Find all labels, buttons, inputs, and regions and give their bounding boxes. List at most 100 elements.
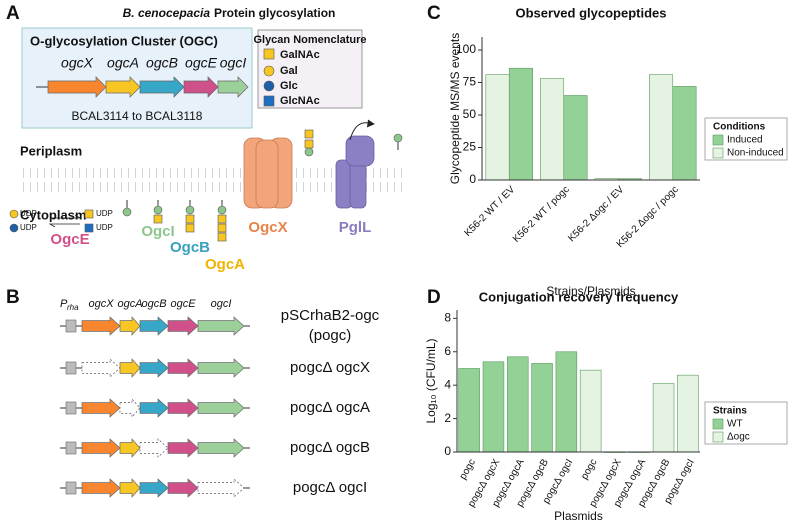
gene-arrow [183, 76, 219, 98]
glycan [217, 214, 227, 224]
organism: B. cenocepacia [123, 6, 211, 20]
construct-name: pogcΔ ogcX [290, 359, 370, 376]
x-tick-label: pogc [579, 457, 599, 481]
gene-name: ogcB [141, 298, 166, 310]
galnac-icon [263, 48, 275, 60]
protein-label: OgcE [50, 231, 89, 248]
gene-arrow [139, 478, 169, 498]
y-tick-label: 50 [463, 107, 477, 121]
cluster-genes: ogcX ogcA ogcB ogcE ogcI [36, 55, 249, 98]
legend-title: Strains [713, 406, 747, 417]
y-tick-label: 4 [444, 377, 451, 391]
gene-arrow [47, 76, 107, 98]
construct-name: pSCrhaB2-ogc [281, 307, 380, 324]
glycan [185, 205, 195, 215]
bar [677, 374, 699, 453]
glycan [217, 223, 227, 233]
gene-arrow [167, 358, 199, 378]
panel-label: C [427, 3, 441, 24]
y-tick-label: 8 [444, 311, 451, 325]
cluster-title: O-glycosylation Cluster (OGC) [30, 33, 218, 48]
gene-arrow [197, 438, 245, 458]
cluster-box [21, 27, 253, 129]
x-axis-label: Plasmids [554, 509, 603, 523]
gene-arrow [119, 398, 141, 418]
x-tick-label: K56-2 Δogc / EV [566, 184, 626, 244]
y-tick-label: 0 [469, 172, 476, 186]
legend-label: Non-induced [727, 148, 784, 159]
glycan-legend-title: Glycan Nomenclature [253, 34, 366, 46]
legend-label: Induced [727, 135, 763, 146]
bar [672, 86, 697, 181]
galnac-icon [84, 209, 94, 219]
glycan [304, 147, 314, 157]
gene-arrow [81, 438, 121, 458]
y-tick-label: 100 [456, 42, 476, 56]
gene-arrow [167, 438, 199, 458]
x-tick-label: pogc [458, 457, 478, 481]
promoter-box [65, 319, 77, 333]
gene-arrow [197, 316, 245, 336]
glycan [153, 205, 163, 215]
glycan [304, 129, 314, 139]
y-tick-label: 6 [444, 344, 451, 358]
panel-label: B [6, 287, 20, 308]
y-tick-label: 75 [463, 75, 477, 89]
gene-name: ogcX [88, 298, 114, 310]
panel-label: D [427, 287, 441, 308]
gene-arrow [119, 478, 141, 498]
gene-arrow [81, 358, 121, 378]
bar [540, 78, 565, 181]
glc-icon [263, 80, 275, 92]
chart-title: Observed glycopeptides [516, 5, 667, 20]
promoter-box [65, 481, 77, 495]
construct-name: pogcΔ ogcI [293, 479, 367, 496]
x-tick-label: K56-2 WT / pogc [511, 184, 572, 245]
gene-arrow [197, 358, 245, 378]
glcnac-icon [84, 223, 94, 233]
udp: UDP [20, 209, 37, 218]
glycan-name: GlcNAc [280, 95, 320, 107]
glycan [217, 205, 227, 215]
gene-arrow [105, 76, 141, 98]
y-tick-label: 2 [444, 411, 451, 425]
legend-label: WT [727, 419, 743, 430]
y-axis-label: Glycopeptide MS/MS events [448, 33, 462, 184]
gene-name: ogcA [117, 298, 142, 310]
legend-swatch [712, 418, 724, 430]
x-tick-label: K56-2 Δogc / pogc [615, 184, 681, 250]
glycan [153, 214, 163, 224]
x-axis-label: Strains/Plasmids [546, 284, 635, 298]
gene-arrow [167, 316, 199, 336]
gene-arrow [81, 398, 121, 418]
protein-label: PglL [339, 219, 372, 236]
glycan [393, 133, 403, 143]
locus: BCAL3114 to BCAL3118 [72, 109, 203, 123]
bar [458, 368, 480, 453]
protein-label: OgcI [141, 223, 174, 240]
bar [652, 383, 675, 453]
construct-name: pogcΔ ogcA [290, 399, 370, 416]
gene-arrow [139, 438, 169, 458]
legend-label: Δogc [727, 432, 750, 443]
gene-arrow [81, 478, 121, 498]
bar [508, 67, 533, 181]
gene-arrow [139, 76, 185, 98]
gene-arrow [119, 316, 141, 336]
udp: UDP [96, 223, 113, 232]
promoter-box [65, 401, 77, 415]
bar [482, 361, 505, 453]
gene-arrow [197, 478, 245, 498]
protein-label: OgcB [170, 239, 210, 256]
gene-arrow [167, 398, 199, 418]
panel-label: A [6, 3, 20, 24]
y-tick-label: 25 [463, 140, 477, 154]
pgll-protein [335, 119, 375, 209]
glycan-legend-box [257, 29, 363, 109]
construct-name: pogcΔ ogcB [290, 439, 370, 456]
promoter-sub: rha [67, 303, 79, 312]
bar [579, 369, 602, 453]
glycan-name: Gal [280, 65, 298, 77]
